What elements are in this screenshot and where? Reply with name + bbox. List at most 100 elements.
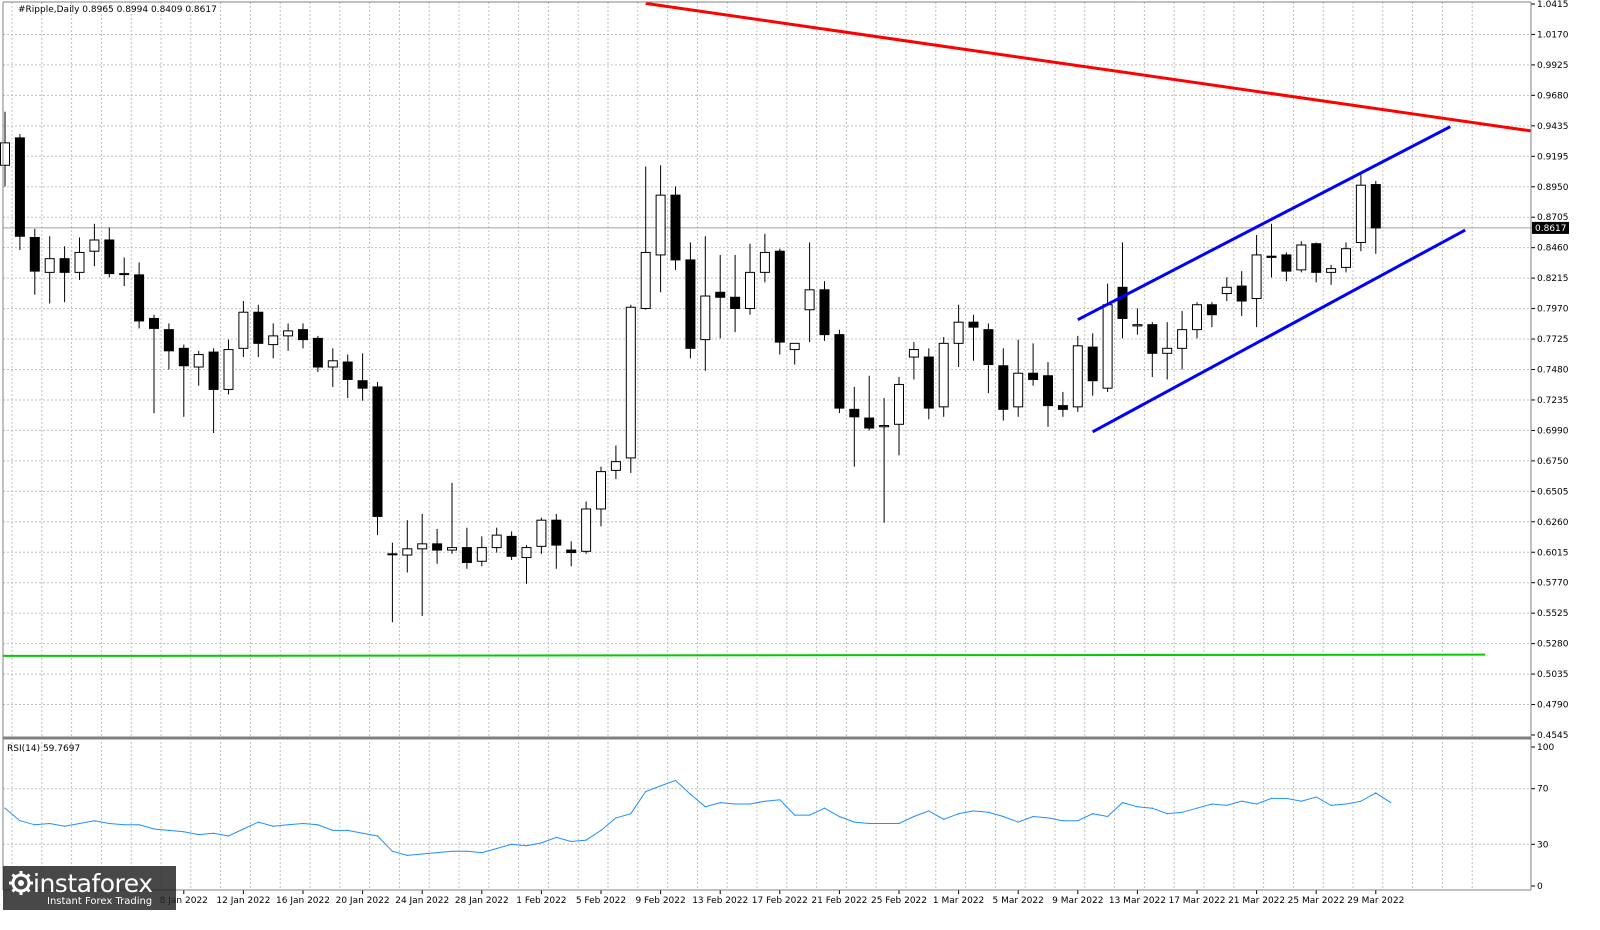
rsi-point [49,822,51,825]
candle-body-bear [670,194,681,261]
rsi-point [227,835,230,837]
rsi-point [734,803,736,805]
candle [715,254,726,339]
price-tick-label: 0.9195 [1537,152,1569,162]
logo-tagline: Instant Forex Trading [47,896,153,907]
candle [1043,362,1053,427]
trendlines [645,1,1532,434]
candle [29,228,40,295]
candle-body-bear [312,337,323,368]
candle-body-bear [834,334,845,409]
rsi-point [1315,796,1317,798]
candle [223,339,234,395]
candle [357,353,368,401]
candle [372,381,383,536]
rsi-point [704,806,706,808]
date-tick-label: 21 Mar 2022 [1228,896,1285,906]
candle-body-bull [1072,345,1083,408]
current-price-label: 0.8617 [1535,224,1567,234]
candle-body-bull [1355,184,1366,243]
candle-body-bull [581,508,592,552]
instaforex-logo: instaforex Instant Forex Trading [3,866,176,910]
candle [253,304,264,358]
rsi-point [1256,803,1258,805]
candle-body-bull [804,289,815,311]
candle [834,329,845,414]
rsi-point [987,811,990,813]
red-trendline [645,1,1532,133]
candle-body-bull [745,271,755,309]
candle-body-bull [476,547,487,562]
date-tick-label: 25 Mar 2022 [1288,896,1345,906]
gear-icon [9,871,33,895]
candle [327,348,338,387]
price-tick-label: 0.6015 [1537,548,1569,558]
rsi-point [332,829,334,832]
candle [491,527,502,553]
rsi-point [436,852,438,854]
candle-body-bull [759,251,770,273]
rsi-point [868,822,870,825]
date-tick-label: 1 Feb 2022 [516,896,566,906]
candle-body-bull [655,194,666,256]
chart-header: #Ripple,Daily 0.8965 0.8994 0.8409 0.861… [18,5,217,15]
candle [1251,235,1262,328]
candle-body-bear [715,291,726,298]
candle [1236,271,1247,316]
candle [1266,223,1277,278]
candle-body-bear [849,408,860,418]
candle [685,242,696,359]
rsi-point [1300,800,1302,802]
candle [461,527,472,569]
rsi-point [1390,802,1392,804]
candle [283,323,294,351]
candle-body-bear [819,289,830,336]
candles [0,111,1381,623]
date-tick-label: 16 Jan 2022 [276,896,330,906]
rsi-point [1375,792,1377,794]
rsi-point [1136,806,1138,808]
candle [759,233,770,283]
candle-body-bear [983,329,994,366]
price-tick-label: 1.0415 [1537,0,1569,10]
candle-body-bear [685,259,696,349]
date-tick-label: 5 Feb 2022 [576,896,626,906]
candle-body-bull [521,547,532,559]
date-tick-label: 28 Jan 2022 [455,896,509,906]
rsi-point [108,822,110,825]
candle-body-bull [625,306,636,459]
rsi-point [1226,804,1228,806]
rsi-point [1330,804,1332,806]
rsi-point [1360,800,1362,802]
date-tick-label: 13 Feb 2022 [692,896,748,906]
rsi-point [138,824,140,826]
candle [745,243,755,315]
rsi-point [749,803,751,805]
candle-body-bear [178,347,189,367]
candle [432,528,443,564]
rsi-point [689,793,692,795]
rsi-point [451,850,453,852]
rsi-point [1181,811,1183,813]
candle [730,254,741,333]
candle-body-bull [953,321,964,344]
rsi-point [1092,813,1094,815]
candle [640,166,651,310]
candle [804,242,815,343]
rsi-point [1166,813,1168,815]
candle-body-bull [402,548,413,556]
green-support-layer [2,653,1486,657]
rsi-point [660,785,662,787]
rsi-point [123,824,125,826]
rsi-tick-label: 30 [1537,840,1549,850]
price-tick-label: 0.5035 [1537,670,1569,680]
candle-body-bull [223,349,234,390]
candle [268,323,279,359]
candle [149,314,159,414]
rsi-point [1077,820,1079,822]
candle-body-bear [1087,346,1098,382]
rsi-point [1107,815,1109,818]
candle-body-bull [536,519,547,547]
candle [193,350,204,386]
candle [178,344,189,417]
